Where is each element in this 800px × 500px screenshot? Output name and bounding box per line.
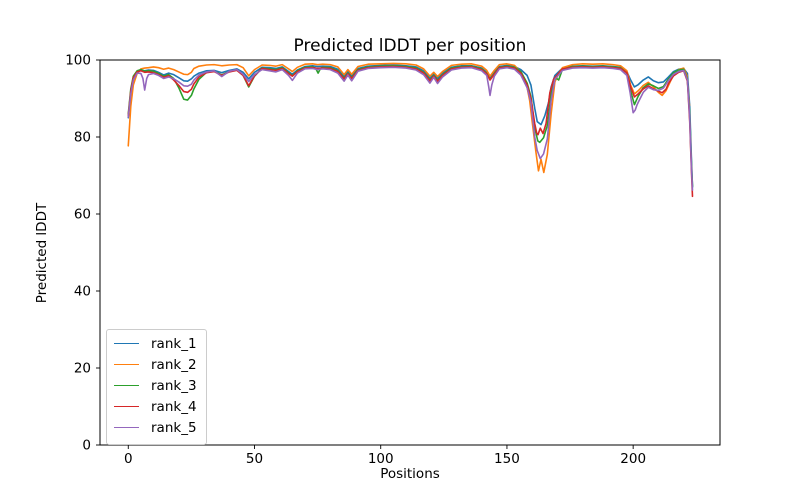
legend-entry-rank-5: rank_5 [114, 417, 197, 438]
y-tick-label: 60 [74, 207, 91, 223]
x-axis-label: Positions [380, 466, 440, 482]
series-line-rank_5 [127, 66, 694, 191]
y-tick-label: 80 [74, 130, 91, 146]
legend-label: rank_5 [151, 419, 197, 436]
legend-label: rank_1 [151, 335, 197, 352]
legend-label: rank_2 [151, 356, 197, 373]
legend: rank_1 rank_2 rank_3 rank_4 rank_5 [106, 329, 207, 445]
legend-line-swatch [114, 427, 139, 428]
x-tick-label: 200 [620, 451, 646, 467]
plot-frame [99, 59, 721, 446]
series-line-rank_1 [127, 64, 694, 188]
legend-entry-rank-2: rank_2 [114, 354, 197, 375]
legend-label: rank_4 [151, 398, 197, 415]
legend-line-swatch [114, 406, 139, 407]
legend-label: rank_3 [151, 377, 197, 394]
y-tick-label: 0 [82, 438, 91, 454]
legend-line-swatch [114, 343, 139, 344]
legend-entry-rank-3: rank_3 [114, 375, 197, 396]
series-line-rank_4 [127, 65, 694, 198]
series-line-rank_3 [127, 64, 694, 188]
chart-title: Predicted lDDT per position [293, 36, 527, 56]
y-axis-label: Predicted lDDT [34, 202, 50, 304]
x-tick-label: 150 [494, 451, 520, 467]
y-tick-label: 40 [74, 284, 91, 300]
series-line-rank_2 [127, 62, 691, 174]
legend-line-swatch [114, 385, 139, 386]
x-tick-label: 50 [246, 451, 263, 467]
y-tick-label: 100 [65, 53, 91, 69]
legend-entry-rank-1: rank_1 [114, 333, 197, 354]
x-tick-label: 100 [368, 451, 394, 467]
legend-line-swatch [114, 364, 139, 365]
legend-entry-rank-4: rank_4 [114, 396, 197, 417]
x-tick-label: 0 [124, 451, 133, 467]
y-tick-label: 20 [74, 361, 91, 377]
